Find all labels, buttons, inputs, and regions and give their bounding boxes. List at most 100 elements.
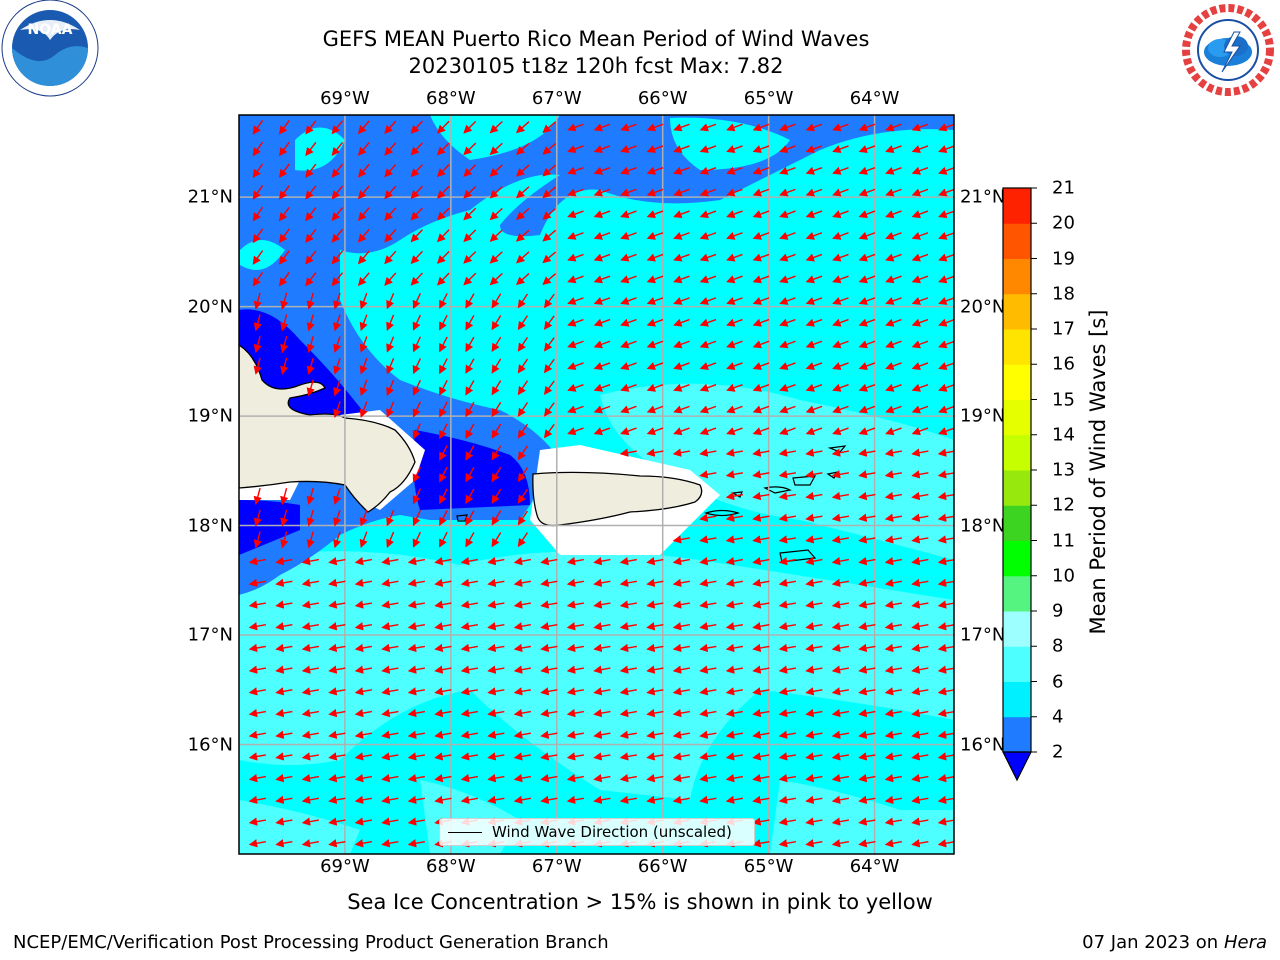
wind-wave-arrow bbox=[805, 318, 823, 327]
wind-wave-arrow bbox=[487, 752, 505, 761]
wind-wave-arrow bbox=[884, 730, 903, 739]
wind-wave-arrow bbox=[699, 231, 717, 240]
wind-wave-arrow bbox=[465, 423, 475, 439]
wind-wave-arrow bbox=[726, 383, 743, 392]
wind-wave-arrow bbox=[301, 557, 320, 566]
wind-wave-arrow bbox=[407, 774, 426, 783]
wind-wave-arrow bbox=[305, 272, 317, 287]
wind-wave-arrow bbox=[331, 142, 344, 157]
wind-wave-arrow bbox=[752, 600, 770, 609]
wind-wave-arrow bbox=[410, 185, 423, 199]
wind-wave-arrow bbox=[938, 231, 954, 240]
wind-wave-arrow bbox=[487, 730, 505, 739]
lat-tick-label-left: 16°N bbox=[187, 734, 233, 756]
wind-wave-arrow bbox=[699, 340, 717, 349]
wind-wave-arrow bbox=[699, 427, 717, 436]
wind-wave-arrow bbox=[305, 141, 317, 157]
wind-wave-arrow bbox=[885, 166, 902, 175]
wind-wave-arrow bbox=[439, 423, 448, 440]
wind-wave-arrow bbox=[253, 336, 262, 354]
wind-wave-arrow bbox=[937, 448, 954, 457]
wind-wave-arrow bbox=[513, 557, 532, 566]
wind-wave-arrow bbox=[434, 730, 452, 739]
wind-wave-arrow bbox=[460, 708, 479, 718]
wind-wave-arrow bbox=[248, 752, 267, 761]
wind-wave-arrow bbox=[858, 839, 876, 848]
wind-wave-arrow bbox=[752, 145, 770, 153]
wind-wave-arrow bbox=[673, 427, 690, 436]
wind-wave-arrow bbox=[517, 532, 529, 548]
wind-wave-arrow bbox=[752, 470, 770, 479]
wind-wave-arrow bbox=[778, 513, 797, 522]
wind-wave-arrow bbox=[540, 730, 558, 739]
wind-wave-arrow bbox=[328, 817, 346, 826]
wind-wave-arrow bbox=[858, 774, 876, 783]
wind-wave-arrow bbox=[805, 730, 823, 739]
wind-wave-arrow bbox=[752, 448, 770, 457]
wind-wave-arrow bbox=[725, 687, 744, 696]
wind-wave-arrow bbox=[517, 402, 529, 417]
wind-wave-arrow bbox=[752, 188, 770, 197]
wind-wave-arrow bbox=[699, 600, 717, 609]
colorbar-segment bbox=[1003, 716, 1031, 753]
wind-wave-arrow bbox=[699, 318, 717, 327]
wind-wave-arrow bbox=[280, 509, 289, 527]
wind-wave-arrow bbox=[491, 532, 502, 548]
wind-wave-arrow bbox=[911, 448, 929, 457]
wind-wave-arrow bbox=[778, 600, 797, 609]
wind-wave-arrow bbox=[593, 427, 611, 436]
colorbar-segment bbox=[1003, 470, 1031, 506]
wind-wave-arrow bbox=[248, 817, 267, 826]
wind-wave-arrow bbox=[672, 752, 691, 761]
wind-wave-arrow bbox=[937, 687, 954, 696]
wind-wave-arrow bbox=[328, 687, 346, 696]
wind-wave-arrow bbox=[328, 643, 346, 653]
wind-wave-arrow bbox=[278, 141, 290, 157]
colorbar-tick-label: 18 bbox=[1052, 283, 1075, 305]
wind-wave-arrow bbox=[567, 427, 584, 436]
chart-subtitle: 20230105 t18z 120h fcst Max: 7.82 bbox=[408, 54, 784, 78]
wind-wave-arrow bbox=[328, 730, 346, 739]
wind-wave-arrow bbox=[858, 383, 876, 392]
wind-wave-arrow bbox=[567, 253, 584, 262]
wind-wave-arrow bbox=[778, 535, 797, 544]
wind-wave-arrow bbox=[778, 687, 797, 696]
wind-wave-arrow bbox=[331, 250, 344, 265]
wind-wave-arrow bbox=[487, 665, 505, 674]
lon-tick-label-top: 64°W bbox=[849, 88, 900, 109]
wind-wave-arrow bbox=[384, 185, 397, 200]
wind-wave-arrow bbox=[911, 491, 929, 501]
wind-wave-arrow bbox=[831, 491, 850, 501]
colorbar-segment bbox=[1003, 434, 1031, 471]
wind-wave-arrow bbox=[938, 123, 954, 132]
wind-wave-arrow bbox=[805, 210, 823, 219]
wind-wave-arrow bbox=[672, 578, 691, 588]
wind-wave-arrow bbox=[305, 207, 317, 222]
wind-wave-arrow bbox=[646, 123, 664, 132]
wind-wave-arrow bbox=[434, 665, 452, 674]
wind-wave-arrow bbox=[567, 340, 584, 349]
wind-wave-arrow bbox=[779, 383, 796, 392]
wind-wave-arrow bbox=[412, 336, 422, 353]
wind-wave-arrow bbox=[491, 510, 502, 526]
wind-wave-arrow bbox=[359, 509, 368, 527]
wind-wave-arrow bbox=[911, 231, 929, 240]
wind-wave-arrow bbox=[489, 272, 503, 286]
wind-wave-arrow bbox=[620, 296, 637, 305]
wind-wave-arrow bbox=[885, 318, 902, 327]
lat-tick-label-left: 20°N bbox=[187, 296, 233, 318]
wind-wave-arrow bbox=[619, 665, 638, 674]
colorbar-tick-label: 8 bbox=[1052, 635, 1064, 657]
wind-wave-arrow bbox=[301, 752, 320, 761]
wind-wave-arrow bbox=[354, 752, 373, 761]
wind-wave-arrow bbox=[884, 600, 903, 609]
wind-wave-arrow bbox=[858, 210, 876, 219]
wind-wave-arrow bbox=[593, 145, 611, 153]
wind-wave-arrow bbox=[885, 231, 902, 240]
wind-wave-arrow bbox=[831, 643, 850, 653]
wind-wave-arrow bbox=[593, 231, 611, 240]
wind-wave-arrow bbox=[463, 142, 477, 156]
wind-wave-arrow bbox=[436, 229, 450, 243]
wind-wave-arrow bbox=[831, 578, 850, 588]
map-grid bbox=[239, 115, 954, 854]
